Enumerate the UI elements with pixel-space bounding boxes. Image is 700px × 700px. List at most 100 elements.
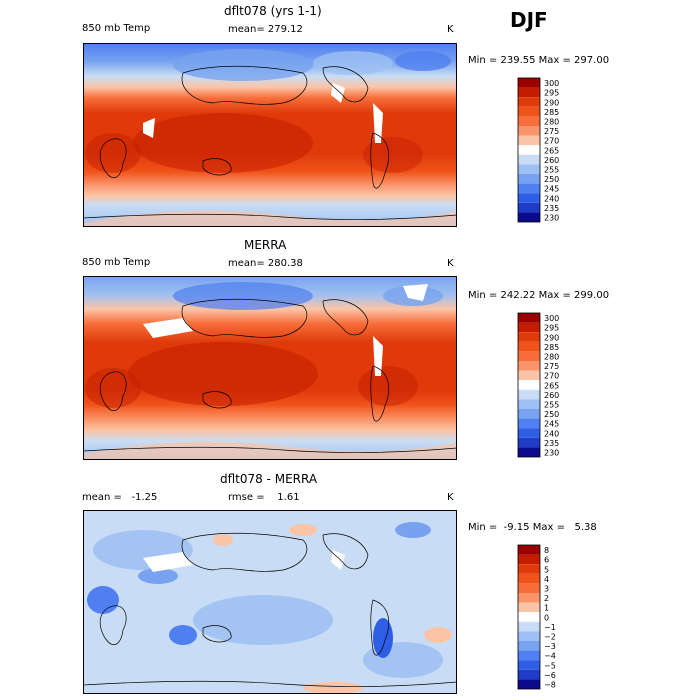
colorbar-tick-label: 0 — [544, 613, 549, 622]
colorbar-swatch — [518, 87, 540, 98]
colorbar-swatch — [518, 126, 540, 136]
colorbar-swatch — [518, 650, 540, 661]
colorbar-tick-label: −3 — [544, 642, 556, 651]
colorbar-swatch — [518, 679, 540, 689]
colorbar-tick-label: 5 — [544, 565, 549, 574]
colorbar-swatch — [518, 202, 540, 213]
colorbar-swatch — [518, 583, 540, 593]
colorbar-tick-label: 240 — [544, 194, 559, 203]
panel-2-minmax: Min = 242.22 Max = 299.00 — [468, 290, 610, 301]
colorbar-swatch — [518, 351, 540, 361]
colorbar-swatch — [518, 621, 540, 632]
colorbar-swatch — [518, 428, 540, 438]
panel-2-left-label: 850 mb Temp — [82, 257, 151, 268]
colorbar-tick-label: 255 — [544, 166, 559, 175]
colorbar-swatch — [518, 332, 540, 342]
colorbar-tick-label: 260 — [544, 391, 559, 400]
colorbar-swatch — [518, 669, 540, 680]
colorbar-swatch — [518, 183, 540, 194]
colorbar-tick-label: 300 — [544, 314, 559, 323]
colorbar-outline — [517, 544, 541, 690]
colorbar-swatch — [518, 361, 540, 371]
colorbar-tick-label: 250 — [544, 175, 559, 184]
colorbar-swatch — [518, 322, 540, 333]
colorbar-tick-label: 235 — [544, 439, 559, 448]
colorbar-tick-label: 230 — [544, 214, 559, 223]
colorbar-swatch — [518, 135, 540, 146]
colorbar-tick-label: 245 — [544, 420, 559, 429]
colorbar-tick-label: 285 — [544, 343, 559, 352]
panel-3-minmax: Min = -9.15 Max = 5.38 — [468, 522, 597, 533]
colorbar-outline — [517, 312, 541, 458]
colorbar-swatch — [518, 313, 540, 323]
colorbar-tick-label: 300 — [544, 79, 559, 88]
colorbar-tick-label: 280 — [544, 118, 559, 127]
colorbar-tick-label: −8 — [544, 681, 556, 690]
colorbar-tick-label: 270 — [544, 372, 559, 381]
colorbar-swatch — [518, 593, 540, 603]
colorbar-tick-label: 255 — [544, 401, 559, 410]
colorbar-tick-label: 2 — [544, 594, 549, 603]
colorbar-tick-label: 235 — [544, 204, 559, 213]
colorbar-swatch — [518, 154, 540, 165]
colorbar-tick-label: 265 — [544, 381, 559, 390]
colorbar-tick-label: 290 — [544, 98, 559, 107]
colorbar-swatch — [518, 380, 540, 390]
season-label: DJF — [510, 8, 548, 32]
colorbar-tick-label: 245 — [544, 185, 559, 194]
panel-2-mean: mean= 280.38 — [228, 258, 303, 269]
colorbar-tick-label: 270 — [544, 137, 559, 146]
colorbar-tick-label: 8 — [544, 546, 549, 555]
panel-3-title: dflt078 - MERRA — [220, 472, 318, 486]
colorbar-swatch — [518, 564, 540, 574]
colorbar-tick-label: 1 — [544, 604, 549, 613]
colorbar-swatch — [518, 437, 540, 448]
colorbar-tick-label: 250 — [544, 410, 559, 419]
colorbar-tick-label: 275 — [544, 127, 559, 136]
colorbar-tick-label: 3 — [544, 585, 549, 594]
colorbar-tick-label: −6 — [544, 671, 556, 680]
colorbar-swatch — [518, 418, 540, 429]
panel-2-title: MERRA — [244, 238, 287, 252]
colorbar-tick-label: 265 — [544, 146, 559, 155]
colorbar-swatch — [518, 212, 540, 222]
panel-1-colorbar: 3002952902852802752702652602552502452402… — [517, 77, 559, 223]
colorbar-tick-label: 230 — [544, 449, 559, 458]
colorbar-swatch — [518, 341, 540, 352]
panel-1-minmax: Min = 239.55 Max = 297.00 — [468, 55, 610, 66]
colorbar-tick-label: 285 — [544, 108, 559, 117]
colorbar-tick-label: 260 — [544, 156, 559, 165]
panel-1-map — [83, 43, 457, 227]
colorbar-swatch — [518, 660, 540, 670]
colorbar-swatch — [518, 389, 540, 400]
panel-1-title: dflt078 (yrs 1-1) — [224, 4, 322, 18]
panel-2-map — [83, 276, 457, 460]
colorbar-tick-label: −2 — [544, 633, 556, 642]
panel-1-unit: K — [447, 24, 454, 35]
panel-1-mean: mean= 279.12 — [228, 24, 303, 35]
colorbar-swatch — [518, 554, 540, 565]
colorbar-tick-label: 280 — [544, 353, 559, 362]
colorbar-tick-label: −4 — [544, 652, 556, 661]
panel-3-mean: mean = -1.25 — [82, 492, 158, 503]
colorbar-outline — [517, 77, 541, 223]
panel-2-unit: K — [447, 258, 454, 269]
colorbar-tick-label: −1 — [544, 623, 556, 632]
colorbar-tick-label: −5 — [544, 661, 556, 670]
colorbar-tick-label: 275 — [544, 362, 559, 371]
colorbar-tick-label: 4 — [544, 575, 549, 584]
colorbar-tick-label: 295 — [544, 89, 559, 98]
colorbar-tick-label: 295 — [544, 324, 559, 333]
panel-2-colorbar: 3002952902852802752702652602552502452402… — [517, 312, 559, 458]
colorbar-swatch — [518, 641, 540, 651]
colorbar-swatch — [518, 193, 540, 203]
colorbar-swatch — [518, 573, 540, 584]
colorbar-tick-label: 6 — [544, 556, 549, 565]
colorbar-swatch — [518, 399, 540, 409]
colorbar-swatch — [518, 97, 540, 107]
colorbar-swatch — [518, 447, 540, 457]
colorbar-swatch — [518, 370, 540, 381]
colorbar-swatch — [518, 631, 540, 641]
panel-3-rmse: rmse = 1.61 — [228, 492, 300, 503]
panel-3-unit: K — [447, 492, 454, 503]
